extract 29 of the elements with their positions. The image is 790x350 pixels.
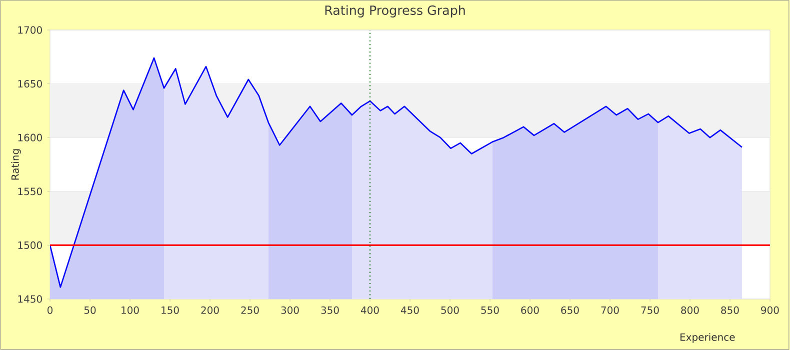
x-tick-label: 850	[721, 306, 739, 314]
x-tick-label: 350	[321, 306, 339, 314]
x-tick-label: 50	[84, 306, 96, 314]
y-tick-label: 1450	[18, 295, 42, 303]
y-tick-label: 1550	[18, 188, 42, 196]
x-tick-label: 500	[441, 306, 459, 314]
y-tick-label: 1700	[18, 26, 42, 34]
x-tick-label: 750	[641, 306, 659, 314]
x-tick-label: 650	[561, 306, 579, 314]
x-tick-label: 200	[201, 306, 219, 314]
chart-title: Rating Progress Graph	[325, 5, 465, 18]
x-tick-label: 250	[241, 306, 259, 314]
x-tick-label: 450	[400, 306, 419, 314]
x-tick-label: 0	[48, 306, 53, 314]
x-tick-label: 550	[481, 306, 499, 314]
y-tick-label: 1650	[18, 80, 42, 88]
x-tick-label: 700	[601, 306, 619, 314]
x-tick-label: 800	[681, 306, 699, 314]
x-tick-label: 100	[122, 306, 139, 314]
x-tick-label: 150	[162, 306, 179, 314]
y-tick-label: 1500	[18, 241, 42, 249]
x-tick-label: 600	[521, 306, 539, 314]
y-axis-title: Rating	[11, 149, 21, 180]
y-tick-label: 1600	[18, 134, 42, 142]
x-tick-label: 400	[360, 306, 379, 314]
x-axis-title: Experience	[680, 333, 735, 343]
x-tick-label: 300	[281, 306, 299, 314]
line-series	[50, 57, 743, 288]
x-tick-label: 900	[761, 306, 779, 314]
